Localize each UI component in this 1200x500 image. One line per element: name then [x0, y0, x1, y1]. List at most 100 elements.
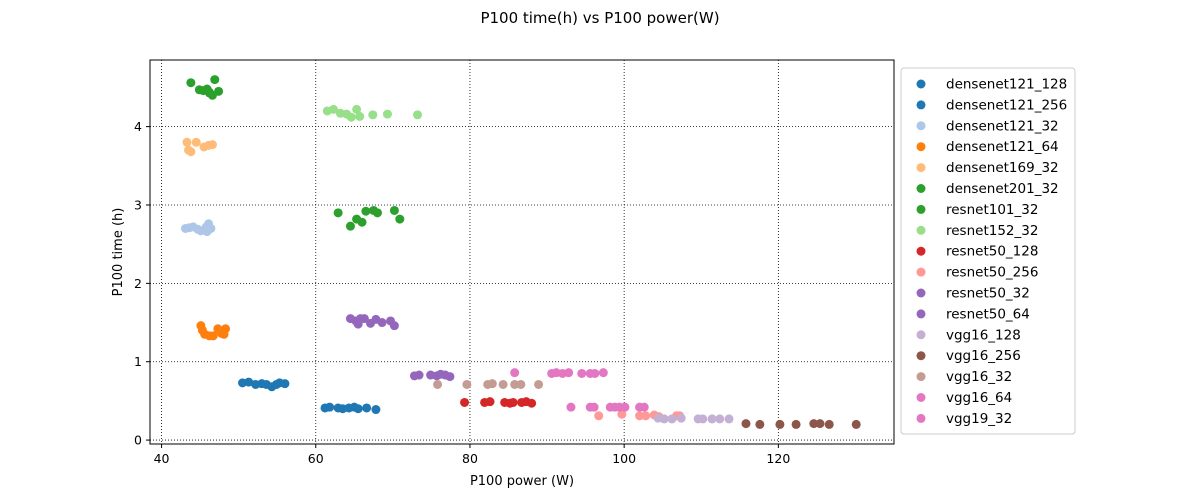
legend-marker-resnet50_64: [916, 309, 926, 319]
legend-label-resnet50_256: resnet50_256: [946, 265, 1038, 281]
data-point-resnet152_32: [355, 111, 365, 121]
plot-frame: [149, 59, 895, 445]
legend-label-vgg16_256: vgg16_256: [946, 348, 1021, 364]
x-axis-ticks: 40 60 80 100 120: [154, 444, 790, 466]
data-point-densenet121_64: [221, 324, 231, 334]
legend-marker-vgg16_64: [916, 393, 926, 402]
data-point-resnet152_32: [346, 112, 356, 122]
x-tick-label: 80: [462, 451, 478, 466]
data-point-vgg16_128: [707, 414, 717, 424]
data-point-resnet152_32: [368, 110, 378, 120]
x-tick-label: 60: [308, 451, 324, 466]
data-point-vgg16_256: [824, 419, 834, 429]
data-point-vgg16_64: [639, 402, 649, 412]
data-point-vgg16_32: [516, 379, 526, 389]
data-point-densenet121_128: [244, 377, 254, 387]
data-point-vgg19_32: [564, 368, 574, 378]
legend-marker-densenet121_32: [916, 121, 926, 131]
data-point-vgg16_32: [534, 379, 544, 389]
data-point-vgg16_32: [498, 379, 508, 389]
data-point-vgg19_32: [577, 368, 587, 378]
data-point-resnet50_128: [485, 397, 495, 407]
y-tick-label: 3: [134, 197, 142, 212]
legend-label-resnet50_128: resnet50_128: [946, 244, 1038, 260]
data-point-resnet152_32: [328, 104, 338, 114]
legend-label-densenet201_32: densenet201_32: [946, 181, 1059, 197]
legend-label-resnet50_32: resnet50_32: [946, 286, 1030, 302]
legend-marker-resnet101_32: [916, 204, 926, 214]
data-point-resnet101_32: [395, 214, 405, 224]
data-point-vgg16_64: [620, 402, 630, 412]
grid-lines: [150, 60, 894, 444]
y-tick-label: 0: [134, 433, 142, 448]
data-point-vgg16_128: [667, 414, 677, 424]
legend-label-densenet121_64: densenet121_64: [946, 139, 1059, 155]
legend-label-resnet50_64: resnet50_64: [946, 306, 1030, 322]
data-point-densenet201_32: [186, 78, 196, 88]
data-point-resnet50_32: [389, 321, 399, 331]
legend-marker-vgg16_32: [916, 372, 926, 382]
legend-marker-resnet152_32: [916, 225, 926, 235]
data-point-resnet101_32: [361, 206, 371, 216]
data-point-vgg16_256: [791, 419, 801, 429]
data-point-densenet121_32: [202, 227, 212, 237]
data-point-densenet169_32: [191, 137, 201, 147]
data-point-vgg16_32: [510, 379, 520, 389]
data-point-vgg16_128: [698, 414, 708, 424]
data-points: [180, 75, 861, 429]
legend-items: densenet121_128 densenet121_256 densenet12…: [916, 77, 1067, 427]
data-point-resnet50_32: [377, 318, 387, 328]
legend-label-vgg16_128: vgg16_128: [946, 327, 1021, 343]
legend-label-vgg19_32: vgg19_32: [946, 411, 1012, 427]
data-point-resnet50_32: [353, 319, 363, 329]
legend-box: [900, 67, 1076, 435]
y-tick-label: 4: [134, 119, 142, 134]
x-tick-label: 100: [612, 451, 636, 466]
data-point-densenet201_32: [210, 75, 220, 85]
data-point-vgg19_32: [598, 368, 608, 378]
legend-marker-vgg19_32: [916, 413, 926, 423]
x-axis-label: P100 power (W): [470, 474, 574, 489]
data-point-resnet50_256: [594, 411, 604, 421]
legend-marker-resnet50_32: [916, 288, 926, 298]
data-point-resnet152_32: [413, 110, 423, 120]
legend-marker-densenet121_256: [916, 100, 926, 110]
data-point-resnet50_64: [445, 372, 455, 382]
data-point-densenet121_64: [208, 331, 218, 341]
data-point-densenet121_128: [280, 379, 290, 389]
legend-label-densenet169_32: densenet169_32: [946, 160, 1059, 176]
data-point-vgg16_256: [741, 419, 751, 429]
data-point-resnet50_128: [508, 397, 518, 407]
data-point-densenet121_256: [362, 403, 372, 413]
legend-label-resnet152_32: resnet152_32: [946, 223, 1038, 239]
data-point-densenet201_32: [204, 88, 214, 98]
data-point-resnet50_128: [527, 398, 537, 408]
y-axis-ticks: 0 1 2 3 4: [134, 119, 150, 448]
data-point-vgg16_64: [589, 402, 599, 412]
legend-marker-densenet169_32: [916, 163, 926, 173]
data-point-vgg16_32: [462, 379, 472, 389]
data-point-vgg16_64: [566, 402, 576, 412]
data-point-densenet169_32: [186, 147, 196, 157]
x-tick-label: 40: [154, 451, 170, 466]
data-point-densenet121_256: [371, 405, 381, 415]
legend-marker-vgg16_128: [916, 330, 926, 340]
data-point-resnet50_64: [414, 370, 424, 380]
data-point-vgg16_128: [715, 414, 725, 424]
legend-marker-densenet201_32: [916, 184, 926, 193]
legend-label-resnet101_32: resnet101_32: [946, 202, 1038, 218]
data-point-vgg16_128: [724, 414, 734, 424]
data-point-densenet169_32: [182, 137, 192, 147]
data-point-resnet101_32: [345, 221, 355, 231]
legend-label-vgg16_32: vgg16_32: [946, 369, 1012, 385]
legend-label-vgg16_64: vgg16_64: [946, 390, 1012, 406]
legend-marker-densenet121_64: [916, 142, 926, 152]
data-point-resnet152_32: [352, 104, 362, 114]
data-point-vgg19_32: [510, 368, 520, 378]
data-point-resnet50_32: [359, 314, 369, 324]
data-point-vgg16_32: [433, 379, 443, 389]
data-point-resnet101_32: [389, 205, 399, 215]
legend-marker-resnet50_256: [916, 267, 926, 277]
data-point-vgg16_256: [809, 419, 819, 429]
legend-label-densenet121_256: densenet121_256: [946, 97, 1067, 113]
